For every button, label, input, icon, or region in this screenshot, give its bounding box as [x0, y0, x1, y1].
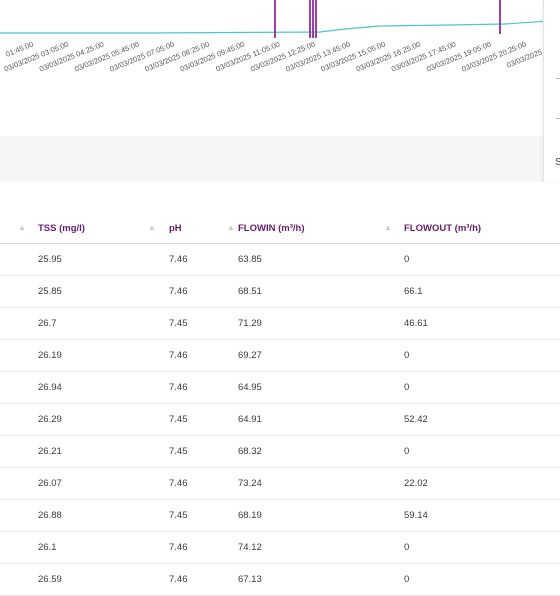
table-cell-ph: 7.46 [169, 531, 238, 564]
table-cell-tss: 26.94 [38, 371, 169, 404]
table-cell-ph: 7.46 [169, 339, 238, 372]
table-row: 25.95 7.46 63.85 0 [0, 243, 560, 276]
table-cell-first [0, 339, 38, 372]
table-cell-first [0, 531, 38, 564]
table-cell-ph: 7.46 [169, 243, 238, 276]
header-label: pH [169, 222, 182, 234]
sort-icon[interactable]: ▲︎ [148, 223, 156, 232]
header-label: FLOWIN (m³/h) [238, 222, 305, 234]
table-cell-first [0, 499, 38, 532]
table-row: 26.88 7.45 68.19 59.14 [0, 499, 560, 532]
table-cell-first [0, 435, 38, 468]
table-cell-flowin: 67.13 [238, 563, 404, 596]
table-cell-flowin: 64.91 [238, 403, 404, 436]
table-cell-first [0, 467, 38, 500]
table-cell-flowout: 52.42 [404, 403, 560, 436]
sort-icon[interactable]: ▲︎ [384, 223, 392, 232]
table-cell-ph: 7.46 [169, 467, 238, 500]
table-cell-tss: 26.29 [38, 403, 169, 436]
header-label: TSS (mg/l) [38, 222, 85, 234]
table-cell-ph: 7.46 [169, 275, 238, 308]
table-cell-first [0, 243, 38, 276]
table-header-first-column[interactable]: ▲︎ [0, 213, 38, 244]
chart-spikes [274, 0, 501, 38]
table-cell-tss: 26.59 [38, 563, 169, 596]
table-cell-first [0, 275, 38, 308]
table-cell-tss: 26.21 [38, 435, 169, 468]
table-cell-first [0, 307, 38, 340]
table-cell-flowin: 71.29 [238, 307, 404, 340]
table-header-flowout[interactable]: FLOWOUT (m³/h) [404, 213, 560, 244]
table-cell-flowout: 0 [404, 435, 560, 468]
table-cell-tss: 26.19 [38, 339, 169, 372]
table-cell-first [0, 371, 38, 404]
table-cell-flowin: 68.19 [238, 499, 404, 532]
table-cell-flowin: 73.24 [238, 467, 404, 500]
table-row: 26.1 7.46 74.12 0 [0, 531, 560, 564]
table-row: 25.85 7.46 68.51 66.1 [0, 275, 560, 308]
table-cell-ph: 7.45 [169, 435, 238, 468]
table-cell-flowin: 74.12 [238, 531, 404, 564]
table-cell-flowout: 66.1 [404, 275, 560, 308]
table-cell-ph: 7.45 [169, 307, 238, 340]
table-cell-flowin: 68.32 [238, 435, 404, 468]
section-divider [0, 136, 560, 182]
table-row: 26.29 7.45 64.91 52.42 [0, 403, 560, 436]
table-row: 26.7 7.45 71.29 46.61 [0, 307, 560, 340]
table-cell-flowout: 0 [404, 563, 560, 596]
table-header-row: ▲︎ TSS (mg/l) ▲︎ pH ▲︎ FLOWIN (m³/h) ▲︎ FLO… [0, 213, 560, 244]
data-table: ▲︎ TSS (mg/l) ▲︎ pH ▲︎ FLOWIN (m³/h) ▲︎ FLO… [0, 213, 560, 596]
table-header-flowin[interactable]: FLOWIN (m³/h) ▲︎ [238, 213, 404, 244]
table-cell-first [0, 563, 38, 596]
table-cell-flowout: 0 [404, 531, 560, 564]
table-cell-tss: 25.95 [38, 243, 169, 276]
table-cell-tss: 26.7 [38, 307, 169, 340]
table-cell-flowout: 0 [404, 339, 560, 372]
table-cell-tss: 26.88 [38, 499, 169, 532]
chart-series-line [0, 20, 548, 34]
table-cell-flowin: 69.27 [238, 339, 404, 372]
table-cell-flowin: 68.51 [238, 275, 404, 308]
side-panel-tick [556, 118, 560, 119]
table-cell-ph: 7.46 [169, 563, 238, 596]
table-cell-ph: 7.45 [169, 499, 238, 532]
table-row: 26.19 7.46 69.27 0 [0, 339, 560, 372]
table-cell-flowout: 0 [404, 371, 560, 404]
table-cell-flowout: 0 [404, 243, 560, 276]
table-row: 26.94 7.46 64.95 0 [0, 371, 560, 404]
chart-area: 01:45:00 03/03/2025 03:05:00 03/03/2025 04… [0, 0, 548, 136]
table-row: 26.59 7.46 67.13 0 [0, 563, 560, 596]
table-body: 25.95 7.46 63.85 0 25.85 7.46 68.51 66.1 26.7 7.4… [0, 243, 560, 596]
table-row: 26.21 7.45 68.32 0 [0, 435, 560, 468]
table-cell-ph: 7.46 [169, 371, 238, 404]
side-panel-tick [556, 78, 560, 79]
table-header-tss[interactable]: TSS (mg/l) ▲︎ [38, 213, 169, 244]
sort-icon[interactable]: ▲︎ [227, 223, 235, 232]
table-cell-ph: 7.45 [169, 403, 238, 436]
table-cell-flowin: 63.85 [238, 243, 404, 276]
sort-icon[interactable]: ▲︎ [18, 223, 26, 232]
table-cell-tss: 26.07 [38, 467, 169, 500]
table-cell-flowout: 22.02 [404, 467, 560, 500]
table-cell-flowout: 46.61 [404, 307, 560, 340]
side-panel: S [543, 0, 560, 182]
side-panel-label: S [555, 157, 560, 168]
table-cell-tss: 25.85 [38, 275, 169, 308]
table-cell-tss: 26.1 [38, 531, 169, 564]
table-header-ph[interactable]: pH ▲︎ [169, 213, 238, 244]
header-label: FLOWOUT (m³/h) [404, 222, 482, 234]
table-row: 26.07 7.46 73.24 22.02 [0, 467, 560, 500]
table-cell-first [0, 403, 38, 436]
table-cell-flowout: 59.14 [404, 499, 560, 532]
table-cell-flowin: 64.95 [238, 371, 404, 404]
